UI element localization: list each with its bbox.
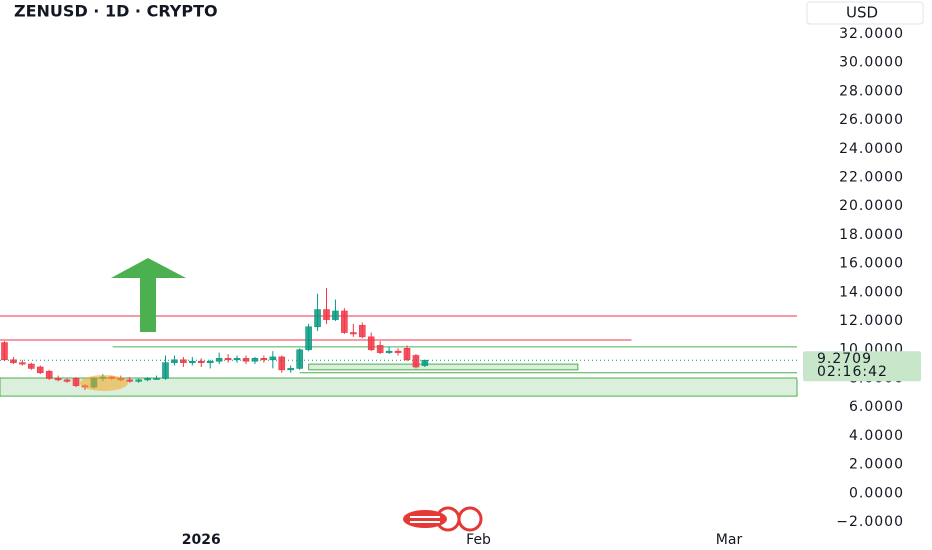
candle-body (36, 366, 44, 374)
y-tick-label: 14.0000 (839, 284, 904, 300)
candle-body (260, 358, 268, 361)
last-price: 9.2709 (817, 351, 872, 367)
candle-body (314, 309, 321, 328)
x-tick-label: Mar (716, 532, 743, 548)
candle-body (296, 349, 303, 369)
candle-body (180, 359, 187, 363)
y-tick-label: 22.0000 (839, 170, 904, 186)
candle-body (54, 378, 62, 381)
candle-body (224, 358, 232, 361)
candles (1, 288, 429, 390)
candle-body (358, 325, 366, 338)
candle-body (341, 310, 348, 333)
candle-body (323, 309, 330, 320)
candle-body (287, 368, 295, 371)
candle-body (135, 379, 142, 382)
arrow (111, 258, 186, 332)
y-tick-label: 0.0000 (849, 485, 904, 501)
candle-body (144, 378, 151, 381)
candle-body (350, 332, 357, 335)
y-tick-label: 30.0000 (839, 55, 904, 71)
y-tick-label: 4.0000 (849, 428, 904, 444)
y-tick-label: 18.0000 (839, 227, 904, 243)
candle-body (215, 358, 223, 362)
candle-body (126, 379, 134, 382)
candle-body (385, 350, 393, 353)
y-tick-label: 32.0000 (839, 26, 904, 42)
zone (308, 363, 579, 371)
candle-body (376, 345, 384, 353)
candle-body (233, 358, 241, 361)
candle-body (171, 359, 178, 363)
candle-body (394, 350, 402, 353)
candle-body (421, 359, 429, 366)
candle-body (1, 342, 8, 361)
candle-body (189, 360, 196, 363)
candle-body (19, 362, 26, 365)
x-tick-label: Feb (466, 532, 491, 548)
candle-body (45, 370, 53, 379)
candle-body (28, 363, 35, 369)
candle-body (278, 356, 286, 371)
candle-body (269, 356, 277, 361)
candle-body (251, 358, 259, 362)
last-price-box (803, 351, 921, 382)
candle-body (206, 360, 214, 363)
candle-body (162, 362, 169, 379)
y-tick-label: 12.0000 (839, 313, 904, 329)
currency-box (806, 1, 924, 25)
logo (403, 506, 483, 532)
y-tick-label: 26.0000 (839, 112, 904, 128)
countdown: 02:16:42 (817, 364, 888, 380)
candle-body (305, 326, 312, 351)
y-tick-label: 16.0000 (839, 256, 904, 272)
y-tick-label: 28.0000 (839, 83, 904, 99)
candle-body (197, 360, 205, 363)
currency: USD (846, 4, 878, 22)
y-tick-label: 2.0000 (849, 457, 904, 473)
candle-body (63, 379, 71, 382)
candle-body (332, 310, 339, 320)
candle-body (10, 359, 17, 363)
candle-body (412, 355, 420, 368)
chart-title: ZENUSD · 1D · CRYPTO (14, 2, 218, 21)
candle-body (72, 378, 80, 386)
y-tick-label: 24.0000 (839, 141, 904, 157)
candle-body (367, 336, 375, 351)
y-tick-label: −2.0000 (836, 514, 904, 530)
candle-body (403, 348, 411, 361)
candle-body (153, 378, 160, 380)
drawings (0, 315, 798, 397)
y-tick-label: 20.0000 (839, 198, 904, 214)
highlight (80, 375, 128, 391)
y-tick-label: 6.0000 (849, 399, 904, 415)
x-tick-label: 2026 (182, 532, 221, 548)
zone (0, 377, 798, 397)
